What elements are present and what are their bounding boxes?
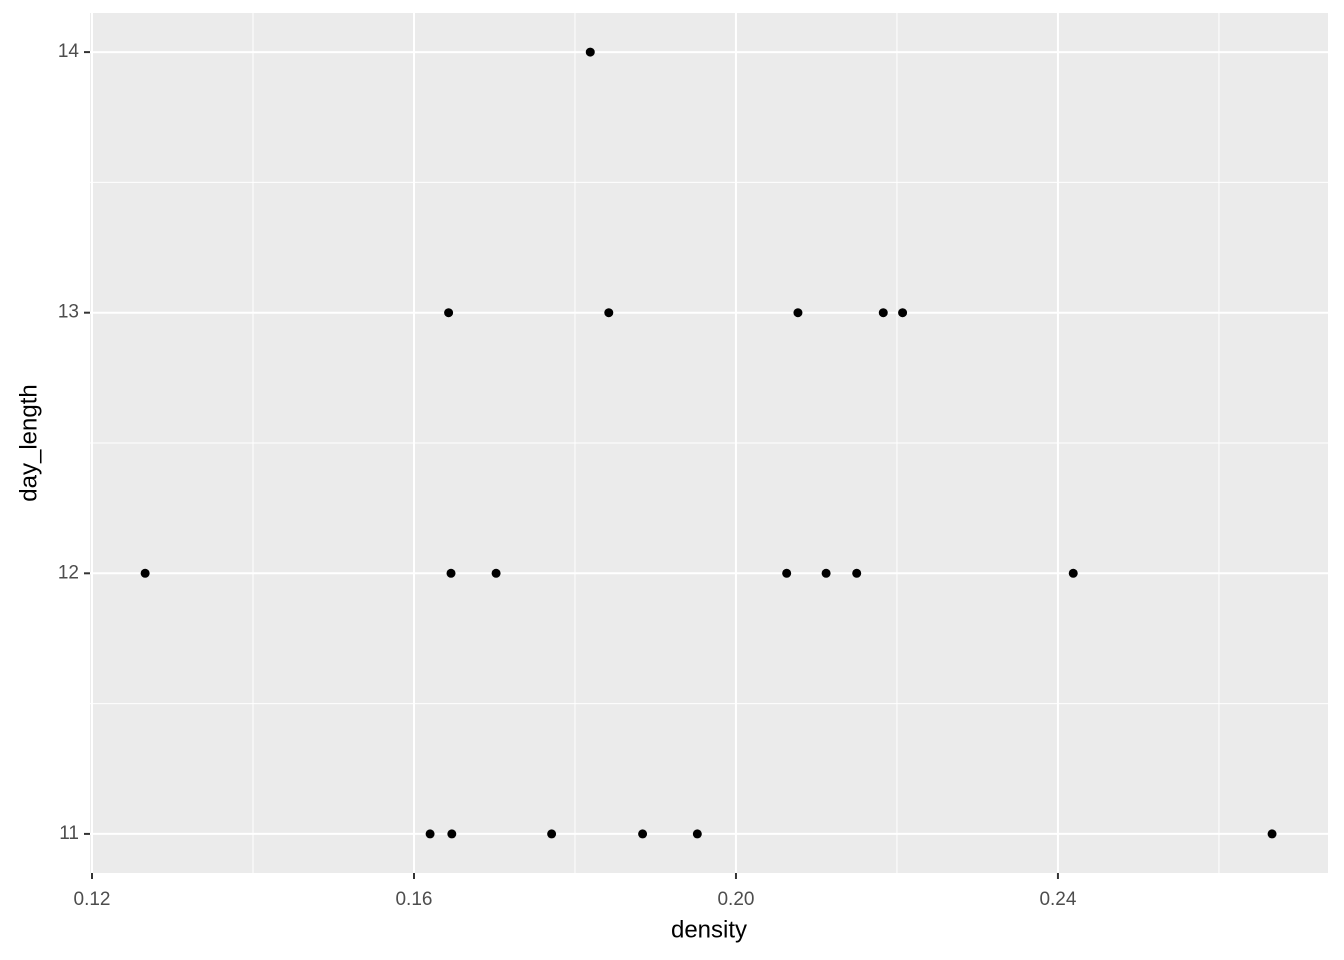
point xyxy=(446,568,456,578)
point xyxy=(604,308,614,318)
point xyxy=(447,829,457,839)
point xyxy=(821,568,831,578)
y-tick-label: 11 xyxy=(59,823,79,844)
y-tick-label: 12 xyxy=(58,562,79,583)
x-tick-label: 0.16 xyxy=(395,889,432,910)
y-tick-label: 13 xyxy=(58,302,79,323)
point xyxy=(444,308,454,318)
point xyxy=(491,568,501,578)
point xyxy=(878,308,888,318)
x-tick-label: 0.20 xyxy=(717,889,754,910)
point xyxy=(898,308,908,318)
y-axis-title: day_length xyxy=(15,384,42,501)
point xyxy=(585,47,595,57)
point xyxy=(692,829,702,839)
point xyxy=(547,829,557,839)
point xyxy=(425,829,435,839)
point xyxy=(1068,568,1078,578)
point xyxy=(782,568,792,578)
point xyxy=(140,568,150,578)
y-tick-label: 14 xyxy=(58,41,80,62)
point xyxy=(638,829,648,839)
point xyxy=(852,568,862,578)
x-tick-label: 0.12 xyxy=(74,889,111,910)
x-tick-label: 0.24 xyxy=(1039,889,1076,910)
point xyxy=(793,308,803,318)
point xyxy=(1267,829,1277,839)
x-axis-title: density xyxy=(671,916,747,943)
